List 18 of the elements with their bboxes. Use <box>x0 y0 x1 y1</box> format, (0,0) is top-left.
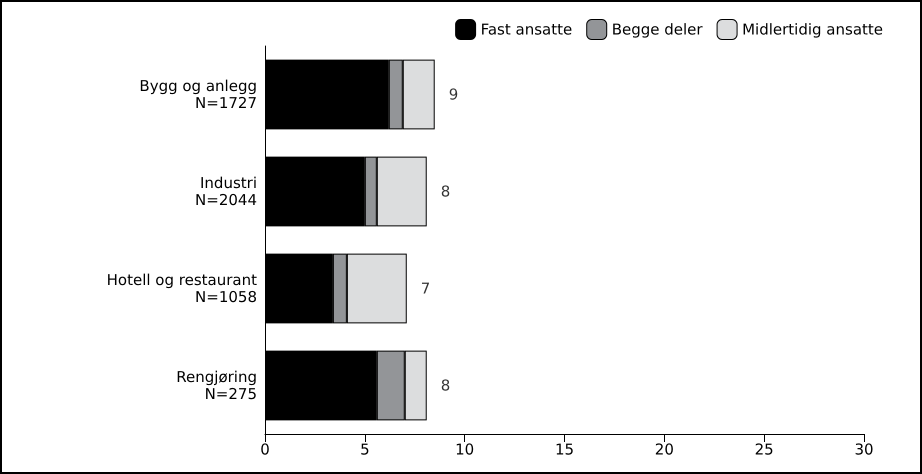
total-label: 8 <box>440 182 450 200</box>
x-tick-label: 20 <box>654 440 674 458</box>
x-tick-label: 0 <box>260 440 270 458</box>
total-label: 7 <box>420 280 430 298</box>
x-tick-label: 30 <box>854 440 874 458</box>
legend-label: Begge deler <box>612 20 704 38</box>
total-label: 9 <box>448 86 458 104</box>
legend-label: Midlertidig ansatte <box>742 20 884 38</box>
y-tick-label: Bygg og anlegg N=1727 <box>139 77 257 112</box>
legend-label: Fast ansatte <box>480 20 572 38</box>
x-tick-label: 5 <box>360 440 370 458</box>
y-tick-label: Hotell og restaurant N=1058 <box>106 271 258 306</box>
y-tick-label: Industri N=2044 <box>195 174 257 209</box>
x-tick-label: 15 <box>554 440 574 458</box>
x-tick-label: 10 <box>455 440 474 458</box>
x-tick-label: 25 <box>754 440 774 458</box>
total-label: 8 <box>440 376 450 394</box>
y-tick-label: Rengjøring N=275 <box>176 368 257 403</box>
